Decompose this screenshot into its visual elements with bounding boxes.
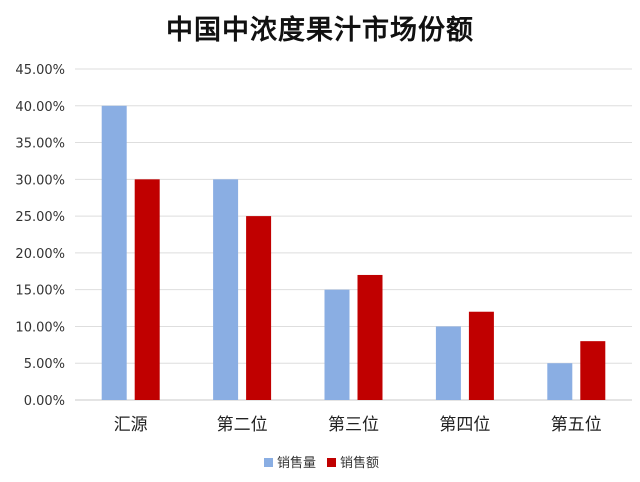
bar-sales-value <box>246 216 272 400</box>
legend-label: 销售量 <box>277 455 316 471</box>
bar-sales-volume <box>435 326 461 400</box>
y-tick-label: 20.00% <box>15 247 65 262</box>
bar-sales-value <box>357 274 383 400</box>
bar-sales-value <box>580 341 606 400</box>
bar-sales-volume <box>324 289 350 400</box>
x-category-label: 第五位 <box>551 415 602 435</box>
y-tick-label: 10.00% <box>15 320 65 335</box>
y-tick-label: 40.00% <box>15 100 65 115</box>
bar-sales-value <box>468 311 494 400</box>
x-category-label: 汇源 <box>114 415 148 435</box>
bar-sales-volume <box>213 179 239 400</box>
legend-swatch <box>327 458 336 467</box>
y-tick-label: 15.00% <box>15 284 65 299</box>
bar-sales-value <box>134 179 160 400</box>
x-category-label: 第二位 <box>217 415 268 435</box>
y-tick-label: 30.00% <box>15 173 65 188</box>
chart-title: 中国中浓度果汁市场份额 <box>166 15 474 46</box>
y-tick-label: 0.00% <box>24 394 65 409</box>
bar-sales-volume <box>101 105 127 401</box>
y-tick-label: 45.00% <box>15 63 65 78</box>
y-tick-label: 35.00% <box>15 137 65 152</box>
y-tick-label: 5.00% <box>24 357 65 372</box>
x-category-label: 第四位 <box>439 415 490 435</box>
legend-label: 销售额 <box>340 455 379 471</box>
legend-swatch <box>264 458 273 467</box>
bar-sales-volume <box>547 363 573 400</box>
x-category-label: 第三位 <box>328 415 379 435</box>
y-tick-label: 25.00% <box>15 210 65 225</box>
